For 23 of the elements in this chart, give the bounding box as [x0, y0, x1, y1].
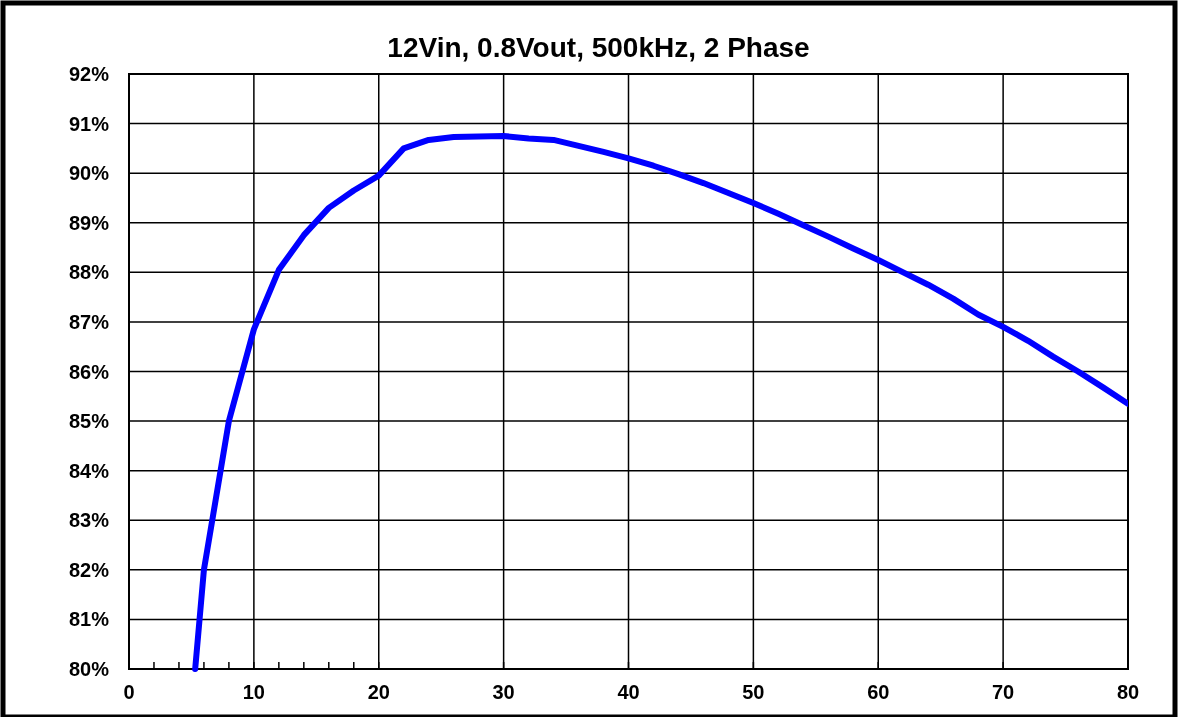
y-tick-label: 87%: [68, 310, 110, 333]
x-tick-label: 60: [867, 681, 890, 703]
y-tick-label: 82%: [68, 558, 110, 581]
x-tick-label: 20: [367, 681, 390, 703]
x-tick-label: 50: [742, 681, 765, 703]
chart-title: 12Vin, 0.8Vout, 500kHz, 2 Phase: [387, 32, 810, 63]
y-tick-label: 86%: [68, 360, 110, 383]
y-tick-label: 80%: [68, 658, 110, 680]
x-tick-label: 80: [1116, 681, 1140, 703]
x-tick-label: 10: [242, 681, 265, 703]
y-tick-label: 88%: [68, 261, 110, 284]
y-tick-label: 81%: [68, 608, 110, 631]
x-tick-label: 70: [992, 681, 1015, 703]
x-tick-label: 40: [617, 681, 640, 703]
y-tick-label: 83%: [68, 509, 110, 532]
x-tick-label: 30: [492, 681, 515, 703]
y-tick-label: 84%: [68, 459, 110, 482]
y-tick-label: 85%: [68, 410, 110, 433]
y-tick-label: 90%: [68, 162, 110, 185]
y-tick-label: 92%: [68, 63, 110, 85]
x-tick-label: 0: [123, 681, 135, 703]
y-tick-label: 89%: [68, 211, 110, 234]
y-tick-label: 91%: [68, 112, 110, 135]
